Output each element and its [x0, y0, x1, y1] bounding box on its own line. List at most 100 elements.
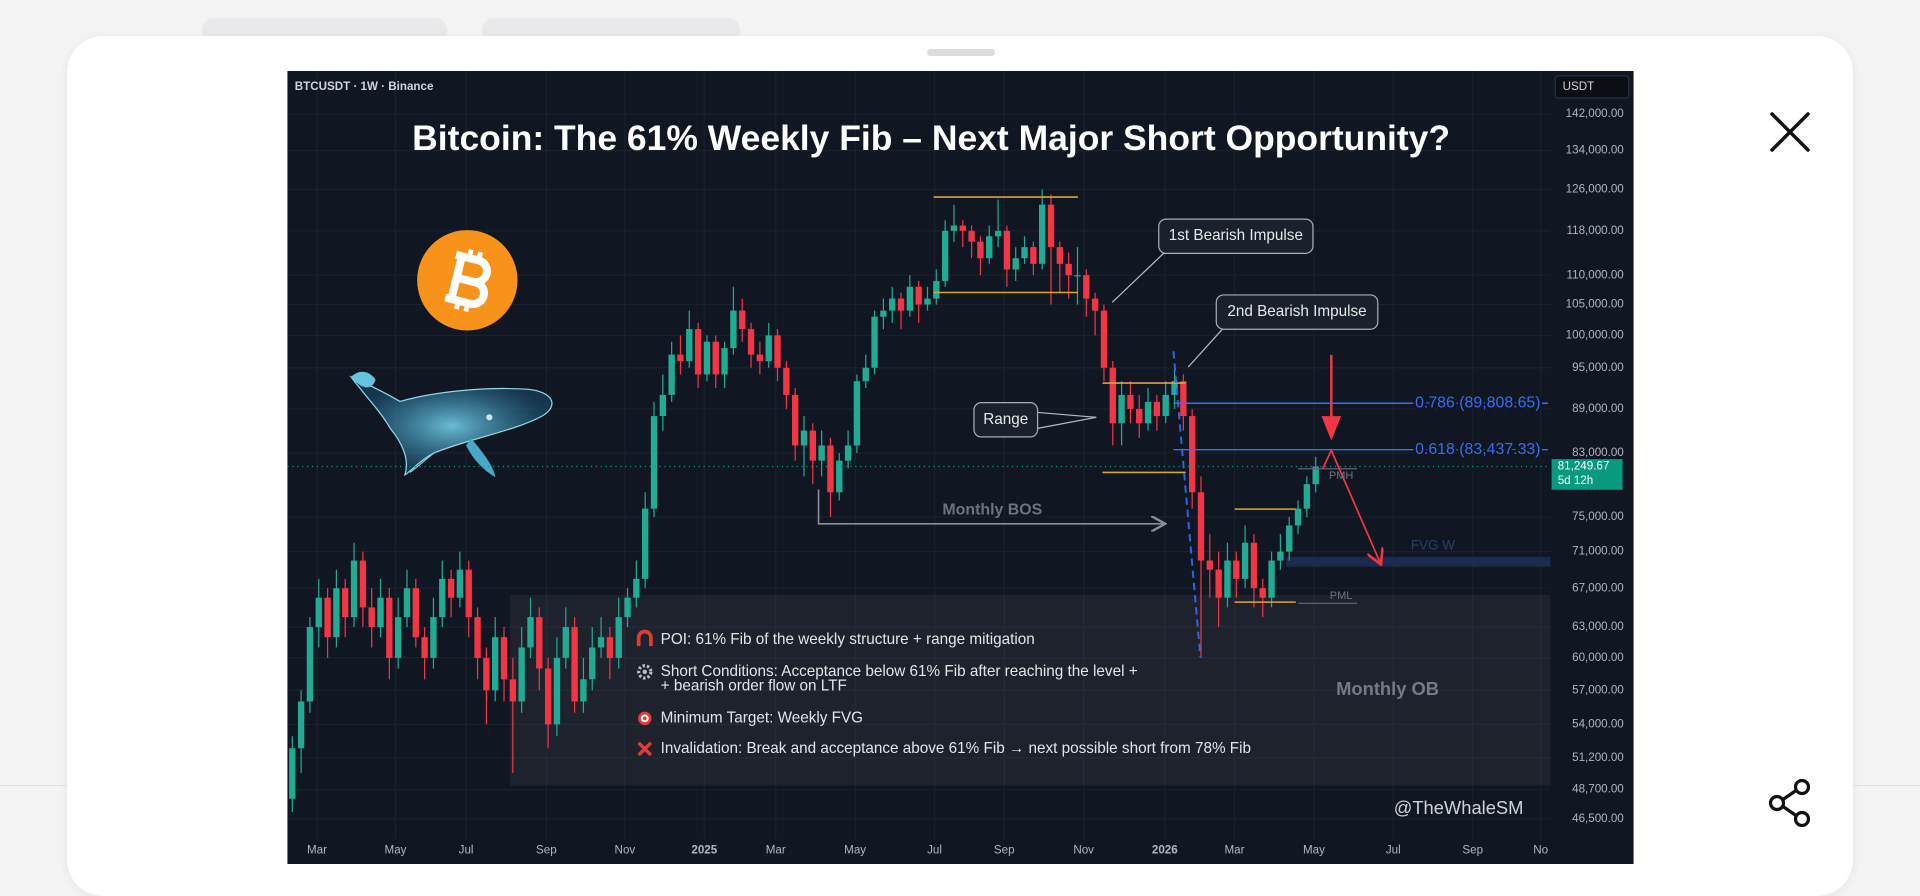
- candle-body: [368, 607, 375, 628]
- candle-body: [1127, 394, 1134, 409]
- candle-body: [659, 394, 666, 417]
- x-tick-label: Sep: [1462, 844, 1483, 857]
- x-tick-label: May: [385, 844, 407, 857]
- candle-body: [1294, 508, 1302, 526]
- candle-body: [650, 416, 658, 509]
- y-tick-label: 83,000.00: [1572, 446, 1624, 459]
- candle-body: [721, 348, 728, 375]
- note-text: Minimum Target: Weekly FVG: [661, 709, 863, 726]
- candle-body: [1047, 204, 1055, 248]
- x-tick-label: May: [1303, 844, 1325, 857]
- monthly-ob-zone: [510, 594, 1551, 786]
- candle-body: [297, 701, 305, 749]
- close-button[interactable]: [1768, 110, 1812, 154]
- currency-label: USDT: [1563, 80, 1595, 93]
- x-tick-label: Mar: [766, 844, 786, 857]
- note-text: Short Conditions: Acceptance below 61% F…: [661, 663, 1138, 680]
- candle-body: [791, 394, 799, 446]
- candle-body: [1188, 416, 1196, 493]
- note-text: Invalidation: Break and acceptance above…: [661, 740, 1251, 757]
- callout-box: [1158, 218, 1314, 254]
- candle-body: [403, 588, 411, 618]
- candle-body: [730, 310, 737, 349]
- candle-body: [871, 316, 878, 368]
- candle-body: [1206, 560, 1213, 570]
- candle-body: [694, 329, 702, 375]
- candle-body: [827, 445, 834, 493]
- x-tick-label: No: [1533, 844, 1548, 857]
- x-tick-label: Sep: [994, 844, 1015, 857]
- candle-body: [642, 508, 649, 579]
- candle-body: [483, 657, 490, 691]
- fvg-label: FVG W: [1411, 537, 1455, 552]
- pml-label: PML: [1330, 590, 1353, 602]
- candle-body: [915, 286, 922, 305]
- candle-body: [1074, 275, 1081, 277]
- candle-body: [739, 310, 746, 330]
- symbol-label: BTCUSDT · 1W · Binance: [295, 80, 434, 93]
- candle-body: [1136, 408, 1143, 424]
- candle-body: [889, 298, 896, 311]
- candle-body: [747, 329, 755, 355]
- candle-body: [959, 225, 966, 231]
- candle-body: [844, 445, 852, 461]
- y-tick-label: 126,000.00: [1566, 183, 1624, 196]
- candle-body: [544, 668, 552, 725]
- candle-body: [1215, 569, 1222, 598]
- x-tick-label: Jul: [927, 844, 942, 857]
- fib-label: 0.786 (89,808.65): [1415, 394, 1540, 411]
- red-arrow-head: [1321, 416, 1342, 441]
- close-icon: [1770, 112, 1810, 152]
- y-tick-label: 75,000.00: [1572, 510, 1624, 523]
- candle-body: [1250, 542, 1258, 589]
- y-tick-label: 60,000.00: [1572, 651, 1624, 664]
- modal-handle[interactable]: [927, 49, 995, 56]
- callout-text: 2nd Bearish Impulse: [1227, 303, 1366, 320]
- candle-body: [1233, 560, 1240, 579]
- bitcoin-logo: [417, 230, 518, 331]
- candle-body: [1312, 466, 1319, 485]
- callout-text: Range: [983, 411, 1028, 428]
- candle-body: [1277, 551, 1284, 561]
- candle-body: [430, 617, 437, 658]
- note-text: POI: 61% Fib of the weekly structure + r…: [661, 631, 1035, 648]
- candle-body: [853, 381, 861, 446]
- chart-background: [287, 71, 1634, 864]
- note-icon: [636, 629, 653, 647]
- candle-body: [615, 617, 622, 658]
- y-tick-label: 71,000.00: [1572, 545, 1624, 558]
- y-tick-label: 105,000.00: [1566, 298, 1624, 311]
- x-tick-label: Sep: [536, 844, 557, 857]
- y-tick-label: 51,200.00: [1572, 751, 1624, 764]
- y-tick-label: 57,000.00: [1572, 683, 1624, 696]
- candle-body: [324, 597, 331, 638]
- candle-body: [527, 617, 534, 648]
- candle-body: [783, 367, 790, 395]
- candle-body: [1065, 263, 1072, 276]
- last-price-label: 81,249.67: [1558, 460, 1610, 473]
- candle-body: [1091, 298, 1099, 311]
- pmh-label: PMH: [1329, 470, 1354, 482]
- share-icon: [1768, 779, 1811, 827]
- candle-body: [553, 657, 561, 725]
- candle-body: [668, 354, 675, 395]
- x-tick-label: 2026: [1152, 844, 1178, 857]
- candle-body: [580, 679, 587, 702]
- candle-body: [289, 748, 296, 799]
- candle-body: [562, 627, 569, 658]
- y-tick-label: 142,000.00: [1566, 107, 1624, 120]
- candle-body: [1021, 247, 1028, 259]
- candle-body: [703, 341, 711, 375]
- share-button[interactable]: [1766, 779, 1814, 827]
- note-text: + bearish order flow on LTF: [661, 678, 847, 695]
- y-tick-label: 46,500.00: [1572, 812, 1624, 825]
- bos-label: Monthly BOS: [942, 502, 1042, 519]
- chart-image: 1st Bearish Impulse 2nd Bearish Impulse …: [287, 71, 1634, 864]
- candle-body: [1056, 247, 1064, 264]
- pm-lines: [1298, 468, 1357, 604]
- axes: 142,000.00 134,000.00 126,000.00 118,000.00…: [287, 107, 1624, 857]
- candle-body: [1268, 560, 1275, 598]
- candle-body: [712, 341, 719, 375]
- fib-label: 0.618 (83,437.33): [1415, 441, 1540, 458]
- last-price-tag: [1551, 459, 1623, 490]
